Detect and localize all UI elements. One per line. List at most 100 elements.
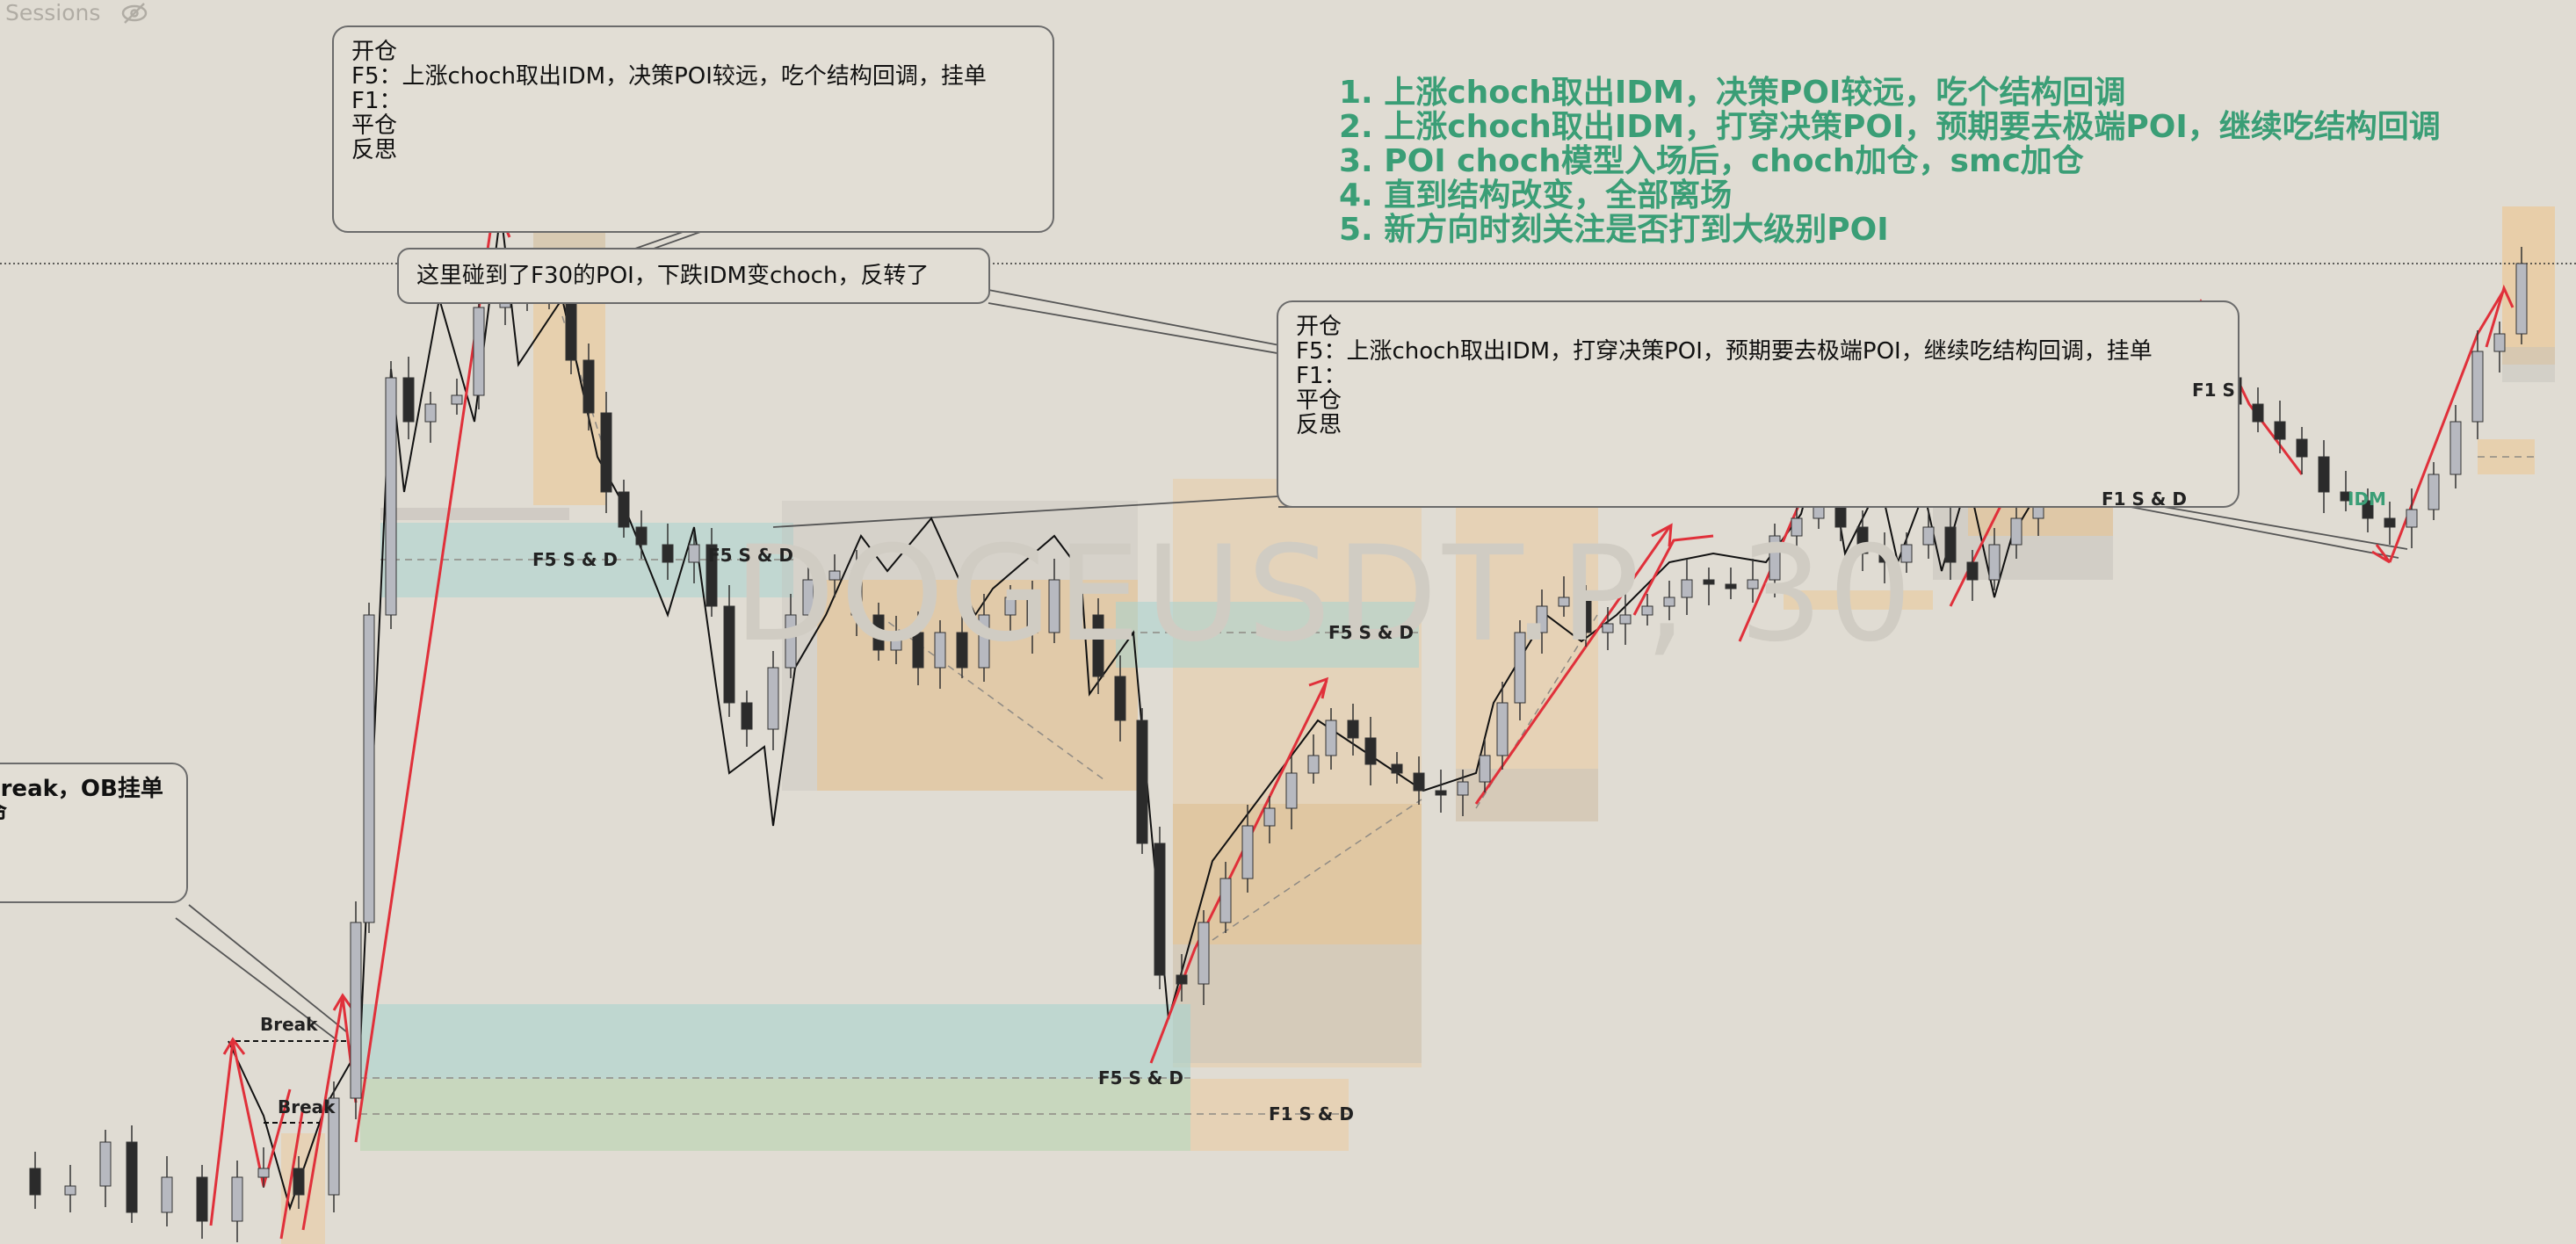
bull-candle [1496,702,1509,756]
bear-candle [1856,526,1869,554]
trade-note-top[interactable]: 开仓 F5：上涨choch取出IDM，决策POI较远，吃个结构回调，挂单 F1：… [332,25,1054,233]
bull-candle [2493,333,2506,352]
bear-candle [565,298,577,361]
supply-demand-zones [281,202,2555,1244]
bear-candle [618,491,630,528]
bull-candle [161,1176,173,1213]
bear-candle [1413,772,1425,792]
bull-candle [1558,597,1570,607]
plan-item: 1. 上涨choch取出IDM，决策POI较远，吃个结构回调 [1339,75,2126,111]
bull-candle [1791,517,1803,537]
bull-candle [1747,579,1759,589]
symbol-watermark: DOGEUSDT.P, 30 [734,518,1918,671]
bear-candle [956,632,968,669]
bull-candle [1048,579,1060,633]
bear-candle [1136,720,1148,844]
bull-candle [1325,720,1337,756]
bull-candle [1536,605,1548,633]
zone-label: F1 S & D [1269,1103,1354,1125]
sessions-toggle[interactable]: Sessions [5,0,149,25]
bull-candle [1619,614,1632,625]
bull-candle [1663,597,1675,607]
bull-candle [2515,263,2528,335]
bear-candle [582,359,595,414]
bull-candle [2471,351,2484,423]
zone-orange [1784,590,1933,610]
bull-candle [363,614,375,923]
zone-teal [360,1004,1190,1079]
bull-candle [257,1168,270,1178]
bear-candle [2340,491,2352,502]
break-markers [235,1040,347,1124]
bull-candle [1285,772,1298,809]
bull-candle [785,614,797,669]
bull-candle [2406,509,2418,528]
bear-candle [1703,579,1715,585]
zone-orange [2502,206,2555,365]
eye-slash-icon[interactable] [119,2,149,25]
bear-candle [1154,843,1166,976]
reversal-callout[interactable]: 这里碰到了F30的POI，下跌IDM变choch，反转了 [397,248,990,304]
note-line: 反思 [1296,412,1342,438]
note-line: break，OB挂单 [0,776,163,802]
bear-candle [2362,500,2374,519]
zone-gray [2502,347,2555,382]
bear-candle [2384,517,2396,528]
plan-item: 3. POI choch模型入场后，choch加仓，smc加仓 [1339,143,2084,179]
bear-candle [1114,676,1126,721]
bull-candle [1769,535,1781,581]
bull-candle [328,1097,340,1196]
note-line: 反思 [351,137,398,163]
bear-candle [1725,583,1737,589]
bull-candle [934,632,946,669]
bear-candle [1176,974,1188,985]
bull-candle [1004,597,1017,616]
zone-green [360,1079,1190,1151]
trade-note-left[interactable]: break，OB挂单 命 [0,763,188,903]
zone-teal [1116,602,1419,668]
bull-candle [829,570,841,581]
bull-candle [978,614,990,669]
note-line: F1： [1296,363,1347,389]
trading-plan: 1. 上涨choch取出IDM，决策POI较远，吃个结构回调 2. 上涨choc… [1339,76,2441,247]
bear-candle [2252,403,2264,423]
bear-candle [1944,526,1957,563]
bull-candle [451,394,463,405]
bear-candle [723,605,735,704]
bull-candle [767,667,779,730]
bear-candle [402,377,415,423]
bull-candle [1457,781,1469,796]
bull-candle [231,1176,243,1222]
bear-candle [29,1168,41,1196]
bear-candle [1391,763,1403,774]
bear-candle [1580,597,1592,633]
sessions-label: Sessions [5,0,101,25]
trade-note-mid[interactable]: 开仓 F5：上涨choch取出IDM，打穿决策POI，预期要去极端POI，继续吃… [1277,300,2240,508]
zone-label: F1 S & D [2102,488,2187,510]
note-line: 开仓 [1296,314,1342,340]
zone-label: F5 S & D [1098,1067,1183,1088]
note-line: 平仓 [1296,387,1342,414]
bull-candle [1900,544,1913,563]
zone-orange [1190,1079,1349,1151]
bear-candle [1092,614,1104,677]
bear-candle [850,570,863,616]
break-label: Break [278,1096,336,1117]
bear-candle [1435,790,1447,796]
bull-candle [2428,474,2440,510]
bear-candle [2296,438,2308,458]
bull-candle [2010,517,2022,546]
bull-candle [1198,922,1210,985]
bull-candle [1641,605,1653,616]
bear-candle [2274,421,2286,440]
bear-candle [1966,561,1979,581]
bull-candle [802,579,814,616]
bull-candle [473,307,485,396]
bull-candle [1263,807,1276,827]
zone-label: F5 S & D [532,549,618,570]
bull-candle [1988,544,2001,581]
zone-gray [1173,804,1422,1063]
bear-candle [1026,597,1038,633]
plan-item: 5. 新方向时刻关注是否打到大级别POI [1339,212,1889,248]
